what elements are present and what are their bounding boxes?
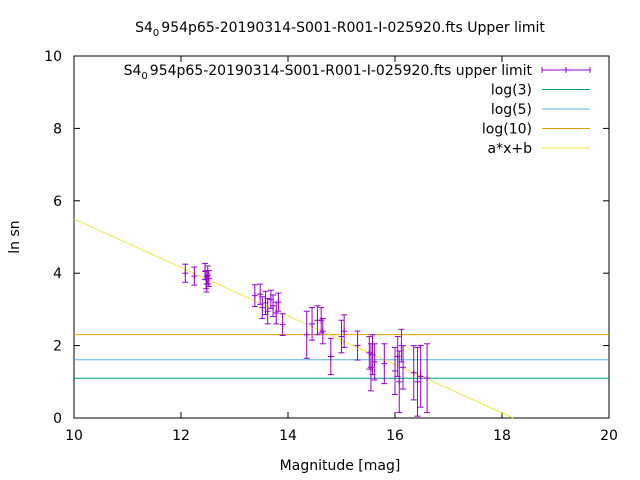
fit-line-group bbox=[73, 218, 514, 419]
y-tick-label: 8 bbox=[53, 121, 62, 137]
plot-frame bbox=[73, 55, 610, 419]
legend-label: log(5) bbox=[491, 102, 532, 118]
legend-label-prefix: S4 bbox=[124, 63, 142, 79]
data-point bbox=[381, 343, 388, 385]
data-point bbox=[251, 284, 258, 308]
axis-ticks: 10 12 14 16 18 20 0 2 4 6 8 10 bbox=[44, 49, 618, 444]
data-point bbox=[424, 343, 431, 414]
data-point bbox=[204, 265, 211, 285]
x-tick-label: 12 bbox=[172, 428, 190, 444]
x-tick-label: 18 bbox=[493, 428, 511, 444]
y-tick-label: 4 bbox=[53, 266, 62, 282]
x-tick-label: 20 bbox=[600, 428, 618, 444]
data-point bbox=[354, 330, 361, 361]
legend-label: log(3) bbox=[491, 83, 532, 99]
y-axis-label: ln sn bbox=[7, 220, 23, 253]
legend-label: log(10) bbox=[482, 122, 532, 138]
legend-label-text: log(3) bbox=[491, 83, 532, 99]
data-point bbox=[319, 317, 326, 345]
chart-title-suffix: 954p65-20190314-S001-R001-I-025920.fts U… bbox=[161, 20, 545, 36]
data-points bbox=[182, 262, 431, 417]
data-point bbox=[264, 298, 271, 325]
legend: S40 954p65-20190314-S001-R001-I-025920.ft… bbox=[124, 63, 591, 157]
y-tick-label: 10 bbox=[44, 49, 62, 65]
legend-label: a*x+b bbox=[488, 141, 533, 157]
data-point bbox=[327, 337, 334, 376]
data-point bbox=[400, 345, 407, 390]
data-point bbox=[338, 319, 345, 354]
legend-label-text: log(5) bbox=[491, 102, 532, 118]
data-point bbox=[205, 270, 212, 288]
data-point bbox=[259, 296, 266, 319]
chart-title-subscript: 0 bbox=[153, 28, 159, 39]
data-point bbox=[279, 313, 286, 336]
y-tick-label: 2 bbox=[53, 339, 62, 355]
legend-label: S40 954p65-20190314-S001-R001-I-025920.ft… bbox=[124, 63, 533, 82]
data-point bbox=[275, 292, 282, 312]
x-axis-label: Magnitude [mag] bbox=[280, 458, 401, 474]
data-point bbox=[303, 310, 310, 359]
data-point bbox=[371, 343, 378, 381]
data-point bbox=[309, 307, 316, 341]
x-tick-label: 14 bbox=[279, 428, 297, 444]
data-point bbox=[410, 345, 417, 401]
legend-label-text: a*x+b bbox=[488, 141, 533, 157]
legend-label-suffix: 954p65-20190314-S001-R001-I-025920.fts u… bbox=[150, 63, 533, 79]
data-point bbox=[341, 314, 348, 348]
chart-title: S40 954p65-20190314-S001-R001-I-025920.ft… bbox=[135, 20, 545, 39]
x-tick-label: 16 bbox=[386, 428, 404, 444]
x-tick-label: 10 bbox=[65, 428, 83, 444]
y-tick-label: 6 bbox=[53, 194, 62, 210]
legend-label-subscript: 0 bbox=[141, 71, 147, 82]
data-point bbox=[392, 346, 398, 395]
data-point bbox=[414, 346, 421, 417]
data-point bbox=[182, 263, 189, 283]
data-point bbox=[191, 266, 198, 286]
legend-label-text: log(10) bbox=[482, 122, 532, 138]
data-point bbox=[417, 345, 424, 408]
data-point bbox=[270, 294, 277, 318]
data-point bbox=[257, 283, 264, 305]
y-tick-label: 0 bbox=[53, 411, 62, 427]
data-point bbox=[396, 350, 403, 414]
chart-title-prefix: S4 bbox=[135, 20, 153, 36]
fit-line bbox=[73, 218, 514, 419]
